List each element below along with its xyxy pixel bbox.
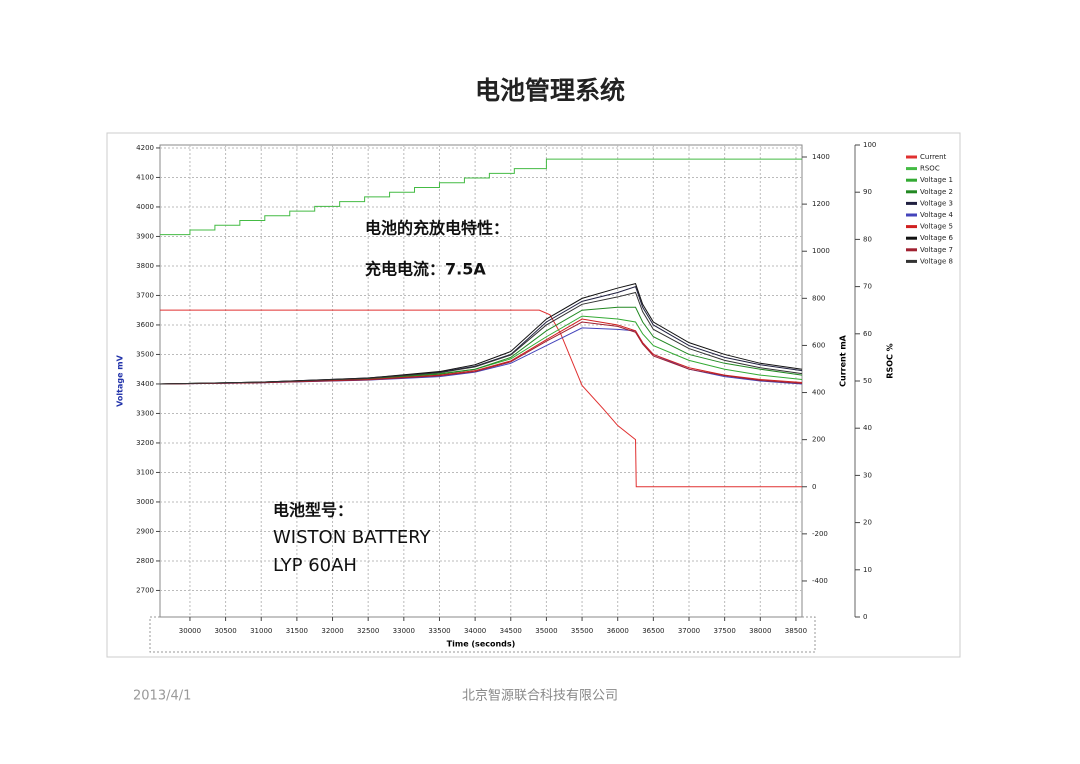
annotation: 电池的充放电特性： [365, 219, 509, 238]
y-tick-label: 3700 [136, 291, 154, 299]
legend-swatch [906, 225, 917, 229]
x-tick-label: 31000 [250, 627, 272, 635]
y2-tick-label: 1200 [812, 200, 830, 208]
y-tick-label: 3500 [136, 350, 154, 358]
legend-label: Voltage 5 [920, 223, 953, 231]
series-line [159, 306, 803, 385]
legend-swatch [906, 259, 917, 263]
y3-tick-label: 20 [863, 519, 872, 527]
y3-tick-label: 50 [863, 377, 872, 385]
y-tick-label: 3300 [136, 409, 154, 417]
y2-tick-label: 200 [812, 436, 825, 444]
y2-tick-label: 400 [812, 389, 825, 397]
y3-tick-label: 90 [863, 188, 872, 196]
legend-swatch [906, 190, 917, 194]
legend-label: Voltage 3 [920, 199, 953, 207]
legend-swatch [906, 167, 917, 171]
legend-label: Voltage 8 [920, 257, 953, 265]
legend-label: Voltage 2 [920, 188, 953, 196]
series-line [159, 321, 803, 385]
legend-swatch [906, 155, 917, 159]
annotation: 充电电流：7.5A [365, 260, 486, 279]
x-tick-label: 33000 [393, 627, 415, 635]
annotation: WISTON BATTERY [273, 527, 432, 548]
y-tick-label: 3900 [136, 232, 154, 240]
y2-tick-label: 1000 [812, 247, 830, 255]
annotation: LYP 60AH [273, 555, 357, 576]
legend-swatch [906, 178, 917, 182]
footer-date: 2013/4/1 [133, 689, 191, 704]
legend-label: RSOC [920, 165, 940, 173]
y3-tick-label: 60 [863, 330, 872, 338]
x-tick-label: 37000 [678, 627, 700, 635]
x-tick-label: 38000 [749, 627, 771, 635]
y2-tick-label: 600 [812, 341, 825, 349]
series-line [160, 309, 802, 488]
y-tick-label: 3100 [136, 468, 154, 476]
y-tick-label: 3400 [136, 380, 154, 388]
y3-tick-label: 80 [863, 235, 872, 243]
annotation: 电池型号： [273, 501, 353, 520]
legend-swatch [906, 236, 917, 240]
x-tick-label: 34000 [464, 627, 486, 635]
y2-tick-label: -200 [812, 530, 828, 538]
x-tick-label: 32000 [321, 627, 343, 635]
legend-swatch [906, 213, 917, 217]
y2-tick-label: 0 [812, 483, 816, 491]
x-tick-label: 35000 [535, 627, 557, 635]
y3-tick-label: 30 [863, 471, 872, 479]
x-tick-label: 35500 [571, 627, 593, 635]
y-tick-label: 4200 [136, 144, 154, 152]
series-line [160, 158, 802, 236]
slide-title: 电池管理系统 [475, 76, 625, 105]
series-line [159, 291, 803, 385]
legend-swatch [906, 201, 917, 205]
y-tick-label: 2900 [136, 527, 154, 535]
x-tick-label: 36500 [642, 627, 664, 635]
legend-label: Voltage 4 [920, 211, 953, 219]
legend-label: Voltage 7 [920, 246, 953, 254]
legend-label: Voltage 1 [920, 176, 953, 184]
x-tick-label: 31500 [286, 627, 308, 635]
x-tick-label: 30000 [179, 627, 201, 635]
y-tick-label: 4100 [136, 173, 154, 181]
y-axis-title: Voltage mV [116, 354, 125, 406]
y-tick-label: 3000 [136, 498, 154, 506]
footer-company: 北京智源联合科技有限公司 [462, 689, 618, 704]
y-tick-label: 2700 [136, 586, 154, 594]
y-tick-label: 3200 [136, 439, 154, 447]
y3-tick-label: 10 [863, 566, 872, 574]
y3-tick-label: 100 [863, 141, 876, 149]
series-line [159, 283, 803, 385]
x-tick-label: 37500 [714, 627, 736, 635]
y-tick-label: 3800 [136, 262, 154, 270]
legend-label: Current [920, 153, 947, 161]
x-tick-label: 38500 [785, 627, 807, 635]
legend-label: Voltage 6 [920, 234, 953, 242]
y3-tick-label: 70 [863, 283, 872, 291]
x-tick-label: 33500 [428, 627, 450, 635]
y3-tick-label: 40 [863, 424, 872, 432]
y2-axis-title: Current mA [839, 334, 848, 387]
y3-tick-label: 0 [863, 613, 867, 621]
legend-swatch [906, 248, 917, 252]
y-tick-label: 4000 [136, 203, 154, 211]
x-tick-label: 34500 [500, 627, 522, 635]
x-axis-title: Time (seconds) [447, 640, 516, 649]
y3-axis-title: RSOC % [886, 343, 895, 378]
x-tick-label: 30500 [214, 627, 236, 635]
y2-tick-label: 800 [812, 294, 825, 302]
y-tick-label: 2800 [136, 557, 154, 565]
y-tick-label: 3600 [136, 321, 154, 329]
x-tick-label: 36000 [607, 627, 629, 635]
x-tick-label: 32500 [357, 627, 379, 635]
y2-tick-label: -400 [812, 577, 828, 585]
y2-tick-label: 1400 [812, 153, 830, 161]
plot-area [159, 144, 803, 618]
